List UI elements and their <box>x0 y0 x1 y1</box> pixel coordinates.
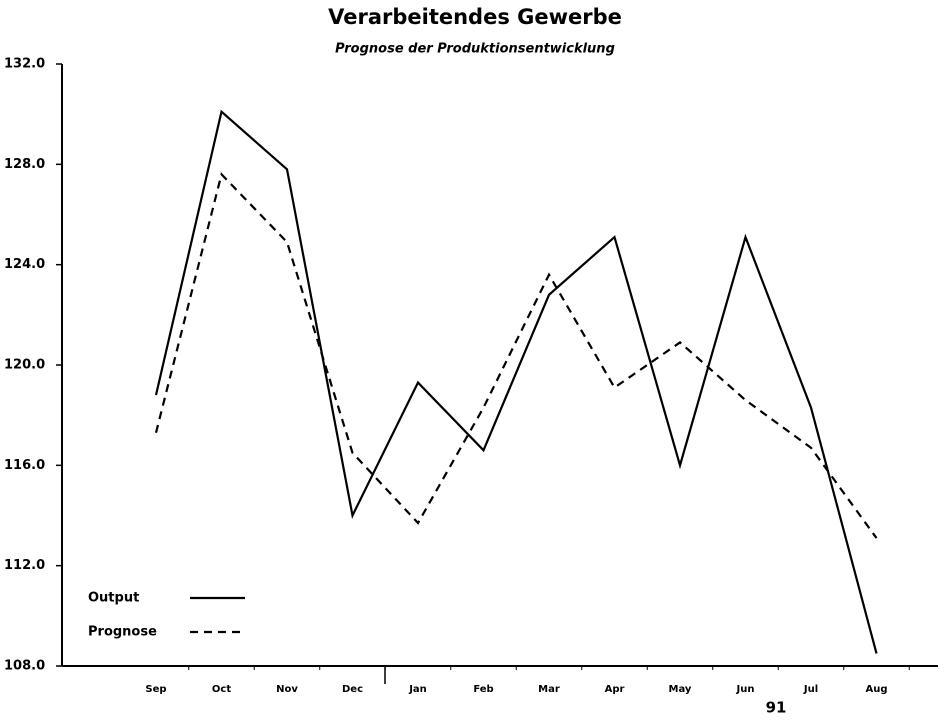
y-tick-label: 108.0 <box>4 659 45 674</box>
y-tick-label: 116.0 <box>4 458 45 473</box>
x-tick-label: Jan <box>408 684 427 695</box>
y-tick-label: 120.0 <box>4 358 45 373</box>
x-tick-label: Oct <box>212 684 231 695</box>
x-tick-label: Sep <box>145 684 166 695</box>
chart-title: Verarbeitendes Gewerbe <box>328 5 622 29</box>
x-tick-label: May <box>669 684 692 695</box>
y-tick-label: 112.0 <box>4 558 45 573</box>
x-tick-label: Aug <box>865 684 887 695</box>
y-tick-label: 128.0 <box>4 157 45 172</box>
x-tick-label: Jul <box>803 684 818 695</box>
y-tick-label: 132.0 <box>4 57 45 72</box>
legend-label: Prognose <box>88 625 157 640</box>
x-tick-label: Feb <box>473 684 493 695</box>
legend-label: Output <box>88 591 139 606</box>
x-tick-label: Apr <box>605 684 625 695</box>
y-tick-label: 124.0 <box>4 257 45 272</box>
x-tick-label: Nov <box>276 684 298 695</box>
x-tick-label: Mar <box>538 684 560 695</box>
series-line <box>154 172 878 539</box>
x-tick-label: Dec <box>342 684 363 695</box>
series-line <box>154 109 878 654</box>
x-tick-label: Jun <box>736 684 755 695</box>
chart-subtitle: Prognose der Produktionsentwicklung <box>335 42 615 57</box>
year-label: 91 <box>766 699 787 717</box>
